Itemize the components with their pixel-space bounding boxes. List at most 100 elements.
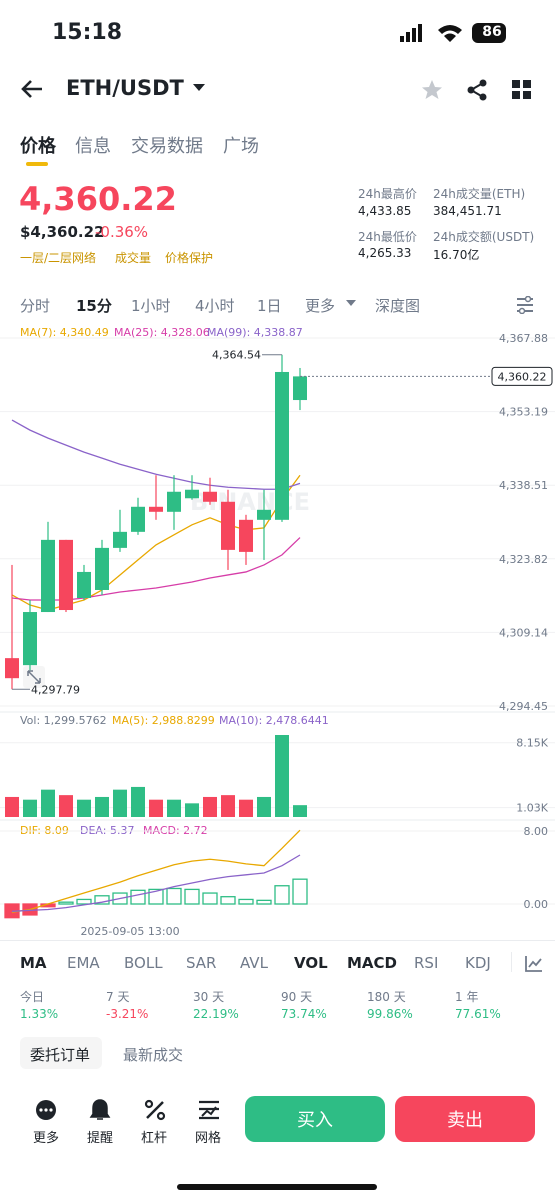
indicator-tab[interactable]: AVL (240, 954, 268, 972)
expand-icon (27, 670, 41, 684)
layout-icon[interactable] (512, 80, 532, 100)
volume-bar (221, 795, 235, 817)
interval[interactable]: 4小时 (195, 297, 235, 315)
interval[interactable]: 更多 (305, 297, 336, 315)
indicator-row: MA EMA BOLL SAR AVL VOL MACD RSI KDJ (0, 954, 555, 978)
share-icon[interactable] (465, 78, 489, 102)
indicator-tab[interactable]: SAR (186, 954, 217, 972)
more-dropdown[interactable] (346, 300, 356, 308)
return-value: -3.21% (106, 1007, 149, 1021)
tool-label[interactable]: 杠杆 (141, 1131, 168, 1146)
indicator-settings[interactable] (525, 955, 543, 973)
stat-value: 4,433.85 (358, 204, 412, 218)
interval[interactable]: 1小时 (131, 297, 171, 315)
volume-bar (293, 805, 307, 817)
leverage-icon[interactable] (143, 1098, 167, 1122)
order-tab[interactable]: 委托订单 (30, 1046, 91, 1064)
tag[interactable]: 价格保护 (165, 251, 214, 265)
indicator-tab[interactable]: VOL (294, 954, 328, 972)
vol-legend: MA(5): 2,988.8299 (112, 714, 215, 727)
return-period: 30 天 (193, 990, 225, 1004)
tag[interactable]: 成交量 (115, 251, 152, 265)
interval[interactable]: 分时 (20, 297, 51, 315)
tab[interactable]: 交易数据 (131, 136, 203, 157)
tool-label[interactable]: 更多 (33, 1131, 60, 1146)
indicator-tab[interactable]: MACD (347, 954, 397, 972)
tool-label[interactable]: 网格 (195, 1131, 222, 1146)
candle-body (239, 519, 253, 552)
tab[interactable]: 广场 (223, 136, 259, 157)
tab[interactable]: 信息 (75, 136, 111, 157)
y-tick-label: 8.15K (516, 737, 548, 750)
indicator-tab[interactable]: KDJ (465, 954, 491, 972)
volume-bar (167, 799, 181, 817)
indicator-tab[interactable]: BOLL (124, 954, 163, 972)
stat-value: 384,451.71 (433, 204, 502, 218)
pair-title[interactable]: ETH/USDT (66, 76, 184, 100)
volume-bar (239, 799, 253, 817)
usd-price: $4,360.22 (20, 223, 105, 241)
ma-legend: MA(7): 4,340.49 (20, 326, 109, 339)
stat-label: 24h最高价 (358, 187, 417, 201)
returns-row: 今日 1.33% 7 天 -3.21% 30 天 22.19% 90 天 73.74% 180 … (0, 988, 555, 1028)
macd-bar (202, 892, 218, 905)
stat-label: 24h最低价 (358, 230, 417, 244)
return-period: 1 年 (455, 990, 479, 1004)
macd-bar (166, 887, 182, 905)
buy-button[interactable]: 买入 (245, 1096, 385, 1142)
indicator-tab[interactable]: RSI (414, 954, 439, 972)
time-label: 2025-09-05 13:00 (80, 925, 179, 938)
dif-line (11, 829, 301, 913)
vol-legend: Vol: 1,299.5762 (20, 714, 107, 727)
favorite-icon[interactable] (420, 78, 444, 102)
y-tick-label: 4,353.19 (499, 406, 548, 419)
more-icon[interactable] (34, 1098, 58, 1122)
home-indicator (177, 1184, 377, 1190)
volume-bar (41, 789, 55, 817)
y-tick-label: 4,294.45 (499, 700, 548, 713)
status-icons (400, 23, 506, 43)
last-price: 4,360.22 (19, 180, 177, 218)
tab[interactable]: 价格 (20, 136, 56, 157)
candle-body (95, 547, 109, 590)
y-tick-label: 4,367.88 (499, 332, 548, 345)
alert-icon[interactable] (88, 1098, 112, 1122)
volume-bar (23, 799, 37, 817)
interval[interactable]: 深度图 (375, 297, 421, 315)
candle-body (167, 491, 181, 512)
indicator-tab[interactable]: MA (20, 954, 47, 972)
candle-body (203, 491, 217, 502)
y-tick-label: 0.00 (524, 898, 549, 911)
volume-bar (77, 799, 91, 817)
price-change: -0.36% (95, 223, 149, 241)
dea-line (11, 854, 301, 912)
pair-dropdown[interactable] (192, 83, 206, 93)
volume-bar (185, 803, 199, 817)
indicator-tab[interactable]: EMA (67, 954, 100, 972)
grid-icon[interactable] (197, 1098, 221, 1122)
volume-bar (203, 796, 217, 817)
volume-bar (113, 789, 127, 817)
volume-bar (275, 735, 289, 817)
macd-bar (220, 896, 236, 905)
tab-indicator (26, 162, 48, 166)
back-button[interactable] (20, 78, 46, 100)
low-label: 4,297.79 (31, 683, 80, 696)
candle-body (113, 531, 127, 548)
y-tick-label: 4,309.14 (499, 626, 548, 639)
interval[interactable]: 15分 (76, 297, 112, 315)
candle-body (185, 489, 199, 499)
tag[interactable]: 一层/二层网络 (20, 251, 97, 265)
volume-bar (131, 786, 145, 817)
interval[interactable]: 1日 (257, 297, 282, 315)
tool-label[interactable]: 提醒 (87, 1131, 114, 1146)
y-tick-label: 8.00 (524, 825, 549, 838)
return-period: 180 天 (367, 990, 406, 1004)
order-tab[interactable]: 最新成交 (123, 1046, 184, 1064)
stat-value: 4,265.33 (358, 246, 412, 260)
settings-icon[interactable] (515, 296, 535, 314)
volume-bar (5, 796, 19, 817)
candle-body (257, 509, 271, 520)
sell-button[interactable]: 卖出 (395, 1096, 535, 1142)
volume-bar (257, 796, 271, 817)
